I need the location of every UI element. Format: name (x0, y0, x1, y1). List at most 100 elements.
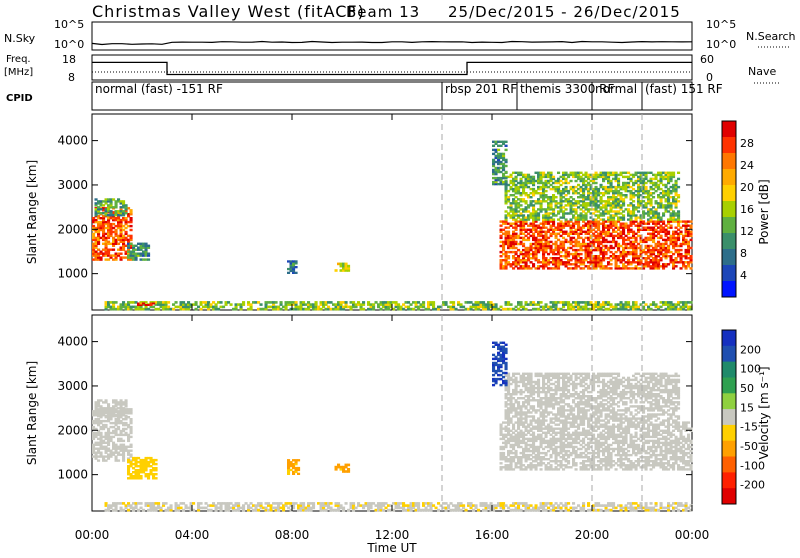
power-cell (660, 180, 663, 182)
power-cell (557, 186, 560, 188)
power-cell (595, 172, 598, 174)
velocity-cell (297, 473, 300, 475)
power-cell (615, 223, 618, 225)
velocity-cell (140, 502, 143, 505)
power-cell (670, 180, 673, 182)
velocity-cell (477, 509, 480, 512)
power-cell (147, 253, 150, 255)
power-cell (520, 172, 523, 174)
power-cell (552, 176, 555, 178)
power-cell (677, 210, 680, 212)
velocity-cell (140, 475, 143, 477)
velocity-cell (340, 504, 343, 507)
power-cell (500, 255, 503, 257)
velocity-cell (355, 507, 358, 510)
power-cell (495, 173, 498, 175)
power-cell (335, 269, 338, 272)
velocity-cell (620, 504, 623, 507)
power-cell (510, 174, 513, 176)
velocity-cell (500, 462, 503, 464)
power-cell (677, 186, 680, 188)
velocity-cell (347, 468, 350, 471)
nsky-tick-high: 10^5 (54, 18, 84, 31)
power-cell (455, 308, 458, 311)
power-cell (652, 196, 655, 198)
power-cell (505, 267, 508, 269)
power-cell (690, 239, 693, 241)
power-cell (147, 258, 150, 260)
power-cell (595, 182, 598, 184)
power-cell (530, 267, 533, 269)
velocity-cell (462, 504, 465, 507)
power-cell (552, 210, 555, 212)
power-cell (432, 301, 435, 304)
power-cell (250, 306, 253, 309)
power-cell (295, 301, 298, 304)
power-cell (130, 229, 133, 231)
velocity-cell (567, 460, 570, 462)
power-cell (522, 214, 525, 216)
power-cell (532, 176, 535, 178)
power-cell (542, 267, 545, 269)
power-cell (517, 255, 520, 257)
power-cell (645, 204, 648, 206)
power-cell (602, 218, 605, 220)
velocity-cell (210, 509, 213, 512)
power-cell (500, 235, 503, 237)
power-cell (677, 216, 680, 218)
power-cell (690, 267, 693, 269)
power-cell (632, 210, 635, 212)
power-cell (505, 141, 508, 143)
power-cell (372, 306, 375, 309)
velocity-cell (645, 502, 648, 505)
power-cell (295, 260, 298, 262)
power-cell (657, 267, 660, 269)
velocity-cell (500, 430, 503, 432)
power-cell (220, 301, 223, 304)
cpid-label: CPID (6, 93, 33, 104)
power-cell (575, 180, 578, 182)
power-cell (615, 261, 618, 263)
velocity-cell (555, 456, 558, 458)
power-cell (500, 261, 503, 263)
power-cell (680, 267, 683, 269)
power-cell (507, 231, 510, 233)
power-cell (672, 174, 675, 176)
velocity-cell (550, 456, 553, 458)
velocity-cell (532, 432, 535, 434)
power-cell (582, 267, 585, 269)
velocity-cell (520, 509, 523, 512)
power-cell (580, 253, 583, 255)
velocity-cell (130, 454, 133, 456)
velocity-cell (330, 502, 333, 505)
velocity-cell (557, 468, 560, 470)
power-cell (235, 306, 238, 309)
power-cell (130, 209, 133, 211)
velocity-cell (615, 507, 618, 510)
power-cell (675, 180, 678, 182)
power-cell (687, 243, 690, 245)
power-cell (505, 149, 508, 151)
power-cell (555, 235, 558, 237)
velocity-cell (560, 507, 563, 510)
power-cell (125, 212, 128, 214)
power-cell (347, 265, 350, 268)
velocity-cell (352, 502, 355, 505)
power-cell (670, 255, 673, 257)
power-cell (670, 204, 673, 206)
velocity-cell (577, 504, 580, 507)
power-cell (522, 243, 525, 245)
velocity-cell (655, 502, 658, 505)
date-range: 25/Dec/2015 - 26/Dec/2015 (448, 3, 681, 21)
velocity-cell (130, 426, 133, 428)
power-cell (460, 303, 463, 306)
velocity-cell (142, 509, 145, 512)
power-cell (505, 165, 508, 167)
velocity-cell (185, 504, 188, 507)
velocity-cell (220, 507, 223, 510)
power-cell (600, 261, 603, 263)
freq-label-2: [MHz] (4, 67, 33, 78)
power-cell (510, 303, 513, 306)
power-cell (537, 216, 540, 218)
power-cell (550, 241, 553, 243)
